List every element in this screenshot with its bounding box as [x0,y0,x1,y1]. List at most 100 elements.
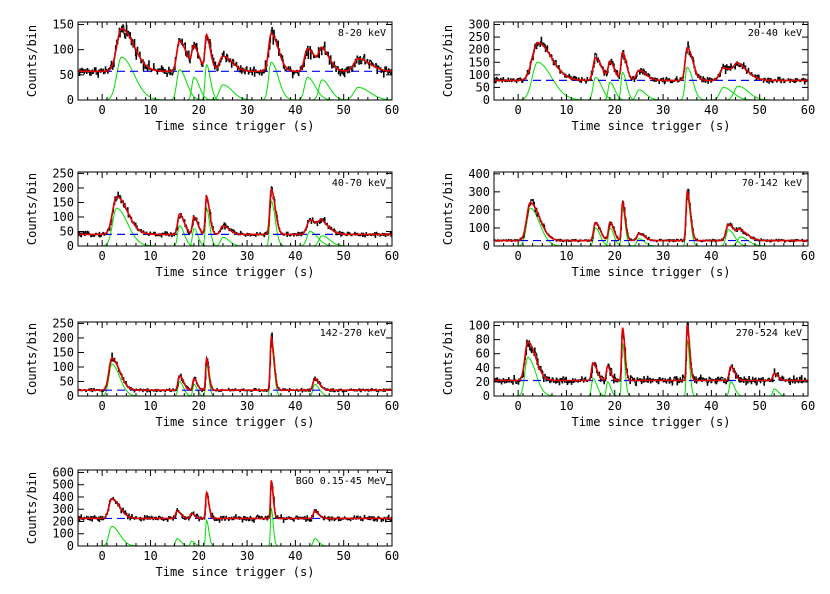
x-tick-label: 30 [656,249,670,263]
fit-curve [78,187,392,236]
plot-area [494,322,808,396]
y-tick-label: 600 [52,465,74,479]
component-curve-2 [78,225,392,246]
x-tick-label: 30 [656,399,670,413]
x-tick-label: 20 [608,399,622,413]
component-curve-6 [78,61,392,100]
x-tick-label: 10 [559,399,573,413]
y-tick-label: 50 [60,374,74,388]
component-curve-1 [78,56,392,100]
component-curve-5 [78,84,392,100]
y-axis-title: Counts/bin [25,472,39,544]
y-tick-label: 100 [468,319,490,333]
x-tick-label: 60 [385,549,399,563]
energy-band-label: 270-524 keV [736,328,802,339]
data-histogram [78,482,392,523]
energy-band-label: 142-270 keV [320,328,386,339]
x-tick-label: 0 [515,249,522,263]
plot-frame [493,171,809,247]
x-tick-label: 50 [336,249,350,263]
component-curve-1 [494,61,808,100]
component-curve-7 [78,76,392,100]
y-tick-label: 0 [67,239,74,253]
x-tick-label: 10 [559,103,573,117]
y-tick-label: 0 [483,389,490,403]
y-tick-label: 300 [52,502,74,516]
component-curve-6 [494,66,808,100]
y-tick-label: 300 [468,18,490,32]
x-tick-label: 60 [385,103,399,117]
x-tick-label: 50 [336,103,350,117]
x-axis-title: Time since trigger (s) [156,565,315,579]
data-histogram [494,322,808,387]
y-axis-title: Counts/bin [441,323,455,395]
x-tick-label: 20 [192,249,206,263]
x-tick-label: 60 [801,249,815,263]
y-axis-title: Counts/bin [441,25,455,97]
component-curve-8 [78,79,392,100]
y-tick-label: 50 [60,224,74,238]
panel-4: 0 10 20 30 40 50 60 0 100 200 300 400 Time since tri… [441,167,815,279]
component-curve-6 [78,538,392,546]
x-tick-label: 50 [752,249,766,263]
energy-band-label: 40-70 keV [332,178,386,189]
data-histogram [78,24,392,79]
y-tick-label: 100 [468,221,490,235]
component-curve-3 [78,76,392,100]
x-tick-label: 60 [801,103,815,117]
x-tick-label: 0 [99,249,106,263]
y-tick-label: 400 [52,490,74,504]
x-tick-label: 40 [704,103,718,117]
x-tick-label: 50 [336,399,350,413]
y-tick-label: 0 [483,239,490,253]
y-tick-label: 80 [476,333,490,347]
x-axis-title: Time since trigger (s) [156,265,315,279]
x-tick-label: 50 [752,103,766,117]
y-tick-label: 200 [52,181,74,195]
fit-curve [494,189,808,242]
y-tick-label: 300 [468,185,490,199]
plot-area [494,36,808,100]
x-tick-label: 0 [99,399,106,413]
component-curve-1 [78,207,392,246]
energy-band-label: BGO 0.15-45 MeV [296,476,386,487]
y-tick-label: 150 [52,345,74,359]
x-tick-label: 40 [288,103,302,117]
component-curve-3 [78,227,392,246]
component-curve-2 [78,538,392,546]
x-axis-title: Time since trigger (s) [156,415,315,429]
component-curve-2 [494,227,808,246]
plot-frame [77,171,393,247]
y-axis-title: Counts/bin [25,25,39,97]
y-tick-label: 500 [52,478,74,492]
component-curve-3 [494,381,808,396]
x-tick-label: 30 [240,103,254,117]
x-tick-label: 20 [608,103,622,117]
y-tick-label: 50 [60,68,74,82]
y-tick-label: 150 [52,18,74,32]
x-axis-title: Time since trigger (s) [156,119,315,133]
fit-curve [78,27,392,73]
plot-area [494,188,808,246]
component-curve-7 [494,388,808,396]
energy-band-label: 20-40 keV [748,28,802,39]
data-histogram [494,188,808,243]
y-tick-label: 100 [52,360,74,374]
component-curve-1 [78,525,392,546]
x-axis-title: Time since trigger (s) [572,415,731,429]
fit-curve [78,335,392,391]
x-tick-label: 30 [656,103,670,117]
component-curve-1 [494,356,808,396]
y-tick-label: 20 [476,375,490,389]
x-tick-label: 10 [143,249,157,263]
y-tick-label: 150 [52,195,74,209]
y-axis-title: Counts/bin [441,173,455,245]
plot-frame [77,321,393,397]
component-curve-8 [78,235,392,246]
y-tick-label: 200 [52,514,74,528]
x-tick-label: 20 [192,549,206,563]
